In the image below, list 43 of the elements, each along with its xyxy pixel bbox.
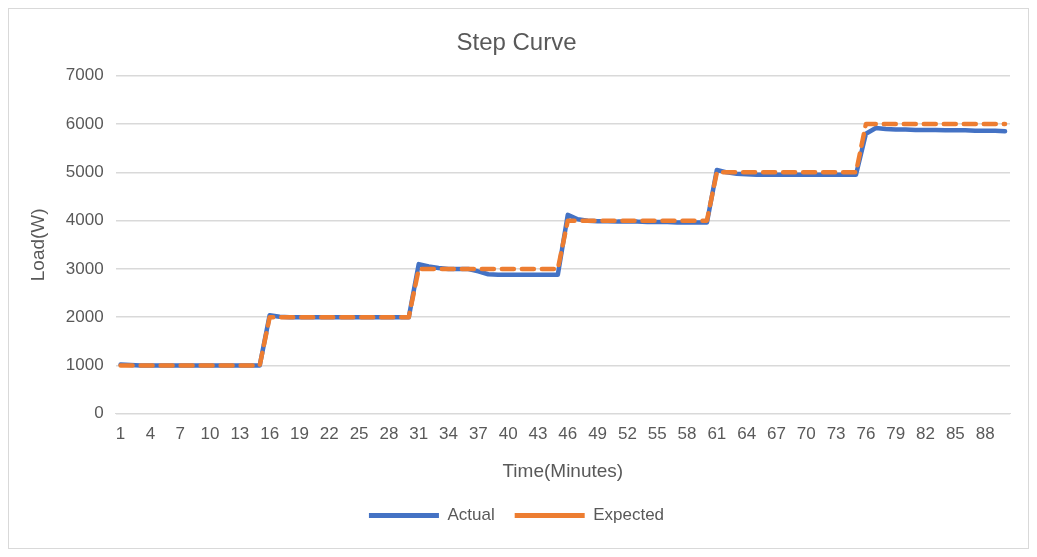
x-tick-label: 1 [115, 423, 126, 443]
x-tick-label: 52 [617, 423, 637, 443]
x-tick-label: 73 [826, 423, 846, 443]
y-tick-label: 0 [94, 403, 104, 423]
x-tick-label: 64 [737, 423, 757, 443]
legend-label: Actual [447, 505, 495, 525]
x-tick-label: 31 [409, 423, 429, 443]
x-tick-label: 4 [145, 423, 156, 443]
x-tick-label: 13 [230, 423, 250, 443]
y-tick-label: 2000 [65, 306, 104, 326]
x-tick-label: 76 [856, 423, 876, 443]
x-tick-label: 40 [498, 423, 518, 443]
x-tick-label: 70 [796, 423, 816, 443]
x-tick-label: 25 [349, 423, 369, 443]
x-tick-label: 58 [677, 423, 697, 443]
x-tick-label: 82 [916, 423, 935, 443]
x-tick-label: 67 [767, 423, 786, 443]
x-tick-label: 55 [647, 423, 667, 443]
y-tick-label: 4000 [65, 210, 104, 230]
x-axis-title: Time(Minutes) [502, 459, 624, 481]
x-tick-label: 28 [379, 423, 399, 443]
x-tick-label: 10 [200, 423, 220, 443]
y-tick-label: 6000 [65, 113, 104, 133]
chart-title: Step Curve [456, 28, 577, 56]
x-tick-label: 85 [945, 423, 965, 443]
x-tick-label: 88 [975, 423, 995, 443]
x-tick-label: 37 [468, 423, 488, 443]
x-tick-label: 79 [886, 423, 906, 443]
y-tick-label: 5000 [65, 162, 104, 182]
x-tick-label: 19 [290, 423, 309, 443]
x-tick-label: 16 [260, 423, 280, 443]
x-tick-label: 34 [439, 423, 458, 443]
x-tick-label: 7 [175, 423, 185, 443]
y-tick-label: 3000 [65, 258, 104, 278]
legend-label: Expected [593, 505, 665, 525]
y-axis-title: Load(W) [26, 208, 48, 282]
x-tick-label: 43 [528, 423, 548, 443]
y-tick-label: 1000 [65, 355, 104, 375]
x-tick-label: 46 [558, 423, 578, 443]
x-tick-label: 61 [707, 423, 727, 443]
y-tick-label: 7000 [65, 65, 104, 85]
x-tick-label: 49 [588, 423, 608, 443]
x-tick-label: 22 [319, 423, 339, 443]
